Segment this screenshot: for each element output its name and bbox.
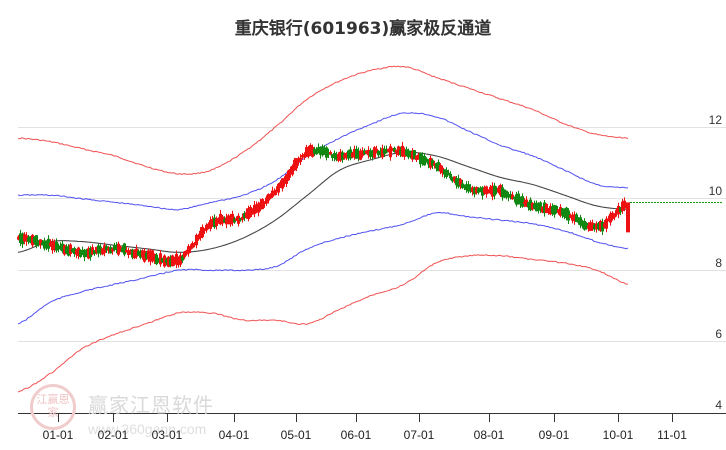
x-tick-05-01: 05-01 bbox=[280, 428, 312, 442]
chart-title: 重庆银行(601963)赢家极反通道 bbox=[234, 19, 492, 39]
watermark-brand: 赢家江恩软件 bbox=[88, 393, 214, 417]
gridlines bbox=[18, 127, 726, 342]
candlesticks bbox=[17, 141, 630, 269]
x-tick-02-01: 02-01 bbox=[97, 428, 129, 442]
outer-upper-line bbox=[17, 65, 629, 176]
watermark-url: www.360gann.com bbox=[88, 421, 207, 437]
outer-lower-line bbox=[17, 254, 628, 393]
inner-lower-line bbox=[17, 211, 629, 325]
x-tick-10-01: 10-01 bbox=[602, 428, 634, 442]
y-tick-4: 4 bbox=[715, 398, 722, 412]
watermark-seal: 江赢恩家 bbox=[30, 384, 76, 430]
x-tick-09-01: 09-01 bbox=[538, 428, 570, 442]
x-tick-03-01: 03-01 bbox=[151, 428, 183, 442]
x-tick-06-01: 06-01 bbox=[340, 428, 372, 442]
x-tick-01-01: 01-01 bbox=[42, 428, 74, 442]
x-tick-07-01: 07-01 bbox=[403, 428, 435, 442]
last-candle bbox=[626, 202, 630, 233]
y-tick-12: 12 bbox=[708, 113, 722, 127]
x-tick-04-01: 04-01 bbox=[218, 428, 250, 442]
x-tick-08-01: 08-01 bbox=[473, 428, 505, 442]
y-tick-8: 8 bbox=[715, 256, 722, 270]
y-tick-10: 10 bbox=[708, 184, 722, 198]
channel-lines bbox=[17, 65, 629, 393]
y-tick-6: 6 bbox=[715, 327, 722, 341]
x-tick-11-01: 11-01 bbox=[657, 428, 687, 442]
